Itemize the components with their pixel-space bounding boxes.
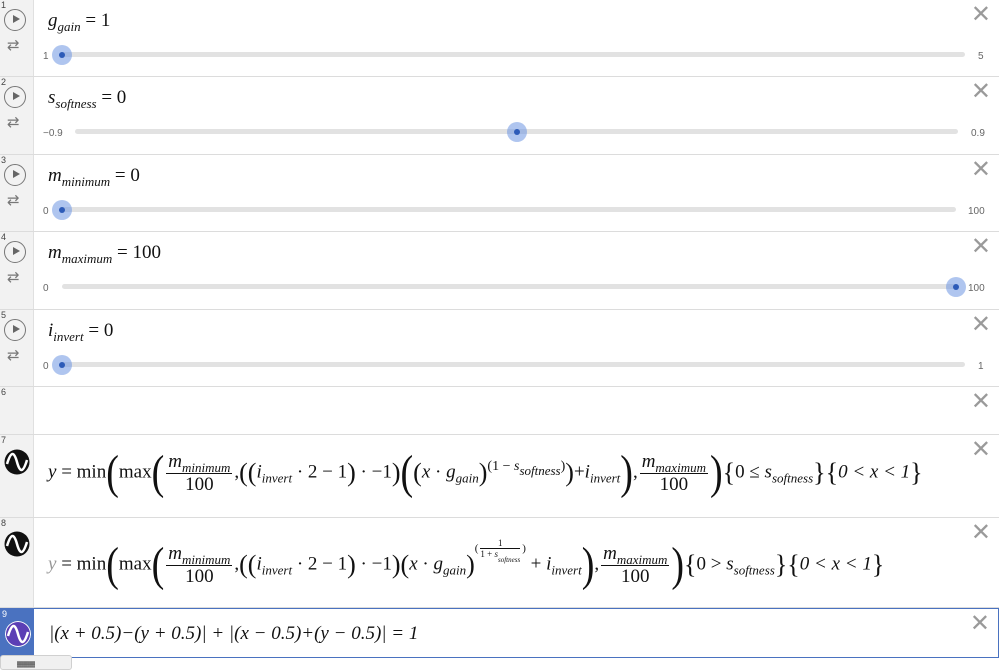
expression-9[interactable]: |(x + 0.5)−(y + 0.5)| + |(x − 0.5)+(y − … (49, 623, 419, 644)
slider-handle[interactable] (946, 277, 966, 297)
row-expression-7[interactable]: 7 ✕ y = min(max(mminimum 100 ,((iinvert · … (0, 435, 999, 518)
loop-icon[interactable]: ⇄ (7, 36, 20, 54)
slider-equation[interactable]: iinvert = 0 (48, 320, 114, 344)
slider-max-label: 5 (978, 51, 984, 62)
close-icon[interactable]: ✕ (970, 310, 991, 338)
gutter: 3 ⇄ (0, 155, 34, 231)
function-graph-icon[interactable] (5, 621, 31, 647)
play-icon[interactable] (4, 241, 26, 263)
slider-handle[interactable] (506, 122, 527, 142)
slider-handle[interactable] (52, 355, 72, 375)
slider-row[interactable]: 3 ⇄ ✕ mminimum = 0 0 100 (0, 155, 999, 232)
slider-handle[interactable] (52, 200, 72, 220)
close-icon[interactable]: ✕ (970, 155, 991, 183)
row-number: 3 (1, 155, 7, 165)
function-graph-icon[interactable] (4, 449, 30, 475)
slider-row[interactable]: 5 ⇄ ✕ iinvert = 0 0 1 (0, 310, 999, 387)
slider-min-label: −0.9 (43, 128, 63, 139)
play-icon[interactable] (4, 319, 26, 341)
function-graph-icon[interactable] (4, 531, 30, 557)
close-icon[interactable]: ✕ (970, 77, 991, 105)
slider-equation[interactable]: mminimum = 0 (48, 165, 140, 189)
expression-8[interactable]: y = min(max(mminimum 100 ,((iinvert · 2 − … (48, 538, 885, 592)
close-icon[interactable]: ✕ (969, 609, 990, 637)
slider-track[interactable] (62, 52, 965, 57)
loop-icon[interactable]: ⇄ (7, 191, 20, 209)
close-icon[interactable]: ✕ (970, 232, 991, 260)
play-icon[interactable] (4, 9, 26, 31)
gutter: 2 ⇄ (0, 77, 34, 154)
slider-max-label: 100 (968, 283, 985, 294)
row-number: 1 (1, 0, 7, 10)
slider-max-label: 1 (978, 361, 984, 372)
row-empty[interactable]: 6 ✕ (0, 387, 999, 435)
slider-equation[interactable]: mmaximum = 100 (48, 242, 161, 266)
loop-icon[interactable]: ⇄ (7, 268, 20, 286)
gutter: 1 ⇄ (0, 0, 34, 76)
gutter: 7 (0, 435, 34, 517)
slider-track[interactable] (62, 284, 956, 289)
slider-min-label: 0 (43, 283, 49, 294)
gutter: 8 (0, 518, 34, 607)
play-icon[interactable] (4, 86, 26, 108)
slider-min-label: 0 (43, 206, 49, 217)
row-number: 7 (1, 435, 7, 445)
close-icon[interactable]: ✕ (970, 0, 991, 28)
gutter: 5 ⇄ (0, 310, 34, 386)
gutter: 4 ⇄ (0, 232, 34, 309)
slider-row[interactable]: 1 ⇄ ✕ ggain = 1 1 5 (0, 0, 999, 77)
gutter: 6 (0, 387, 34, 434)
slider-max-label: 0.9 (971, 128, 985, 139)
keyboard-icon: ▦▦▦ (17, 659, 36, 670)
slider-equation[interactable]: ggain = 1 (48, 10, 111, 34)
row-number: 9 (2, 609, 8, 619)
slider-min-label: 0 (43, 361, 49, 372)
gutter-active: 9 (1, 609, 34, 657)
slider-equation[interactable]: ssoftness = 0 (48, 87, 127, 111)
loop-icon[interactable]: ⇄ (7, 346, 20, 364)
close-icon[interactable]: ✕ (970, 435, 991, 463)
slider-track[interactable] (62, 362, 965, 367)
slider-max-label: 100 (968, 206, 985, 217)
slider-min-label: 1 (43, 51, 49, 62)
close-icon[interactable]: ✕ (970, 518, 991, 546)
row-number: 8 (1, 518, 7, 528)
close-icon[interactable]: ✕ (970, 387, 991, 415)
row-number: 5 (1, 310, 7, 320)
row-number: 4 (1, 232, 7, 242)
slider-row[interactable]: 4 ⇄ ✕ mmaximum = 100 0 100 (0, 232, 999, 310)
row-expression-9[interactable]: 9 ✕ |(x + 0.5)−(y + 0.5)| + |(x − 0.5)+(… (0, 608, 999, 658)
row-number: 2 (1, 77, 7, 87)
loop-icon[interactable]: ⇄ (7, 113, 20, 131)
play-icon[interactable] (4, 164, 26, 186)
slider-row[interactable]: 2 ⇄ ✕ ssoftness = 0 −0.9 0.9 (0, 77, 999, 155)
slider-handle[interactable] (52, 45, 72, 65)
keyboard-toggle[interactable]: ▦▦▦ (0, 655, 72, 670)
row-expression-8[interactable]: 8 ✕ y = min(max(mminimum 100 ,((iinvert · … (0, 518, 999, 608)
expression-7[interactable]: y = min(max(mminimum 100 ,((iinvert · 2 − … (48, 447, 923, 500)
slider-track[interactable] (62, 207, 956, 212)
row-number: 6 (1, 387, 7, 397)
